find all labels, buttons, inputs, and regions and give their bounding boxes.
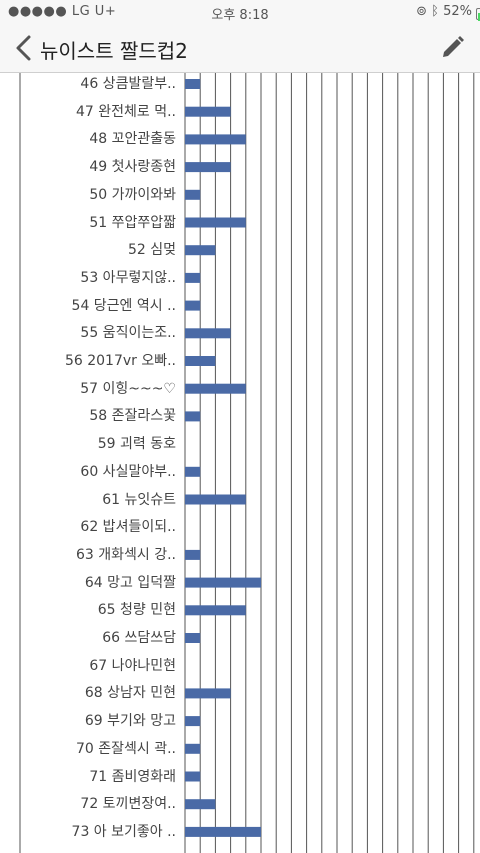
category-label: 52 심멎 <box>127 242 176 259</box>
category-label: 67 나야나민현 <box>89 657 176 674</box>
bar <box>185 826 261 837</box>
bar <box>185 605 246 616</box>
bar <box>185 771 201 782</box>
page-title: 뉴이스트 짤드컵2 <box>40 39 188 63</box>
status-right: ⊚ ᛒ 52% <box>416 4 480 21</box>
navigation-bar: 뉴이스트 짤드컵2 <box>0 24 480 73</box>
bar <box>185 466 201 477</box>
chart-canvas <box>19 73 475 853</box>
category-label: 61 뉴잇슈트 <box>102 491 176 508</box>
bar <box>185 411 201 422</box>
back-button[interactable] <box>12 32 36 64</box>
category-label: 46 상큼발랄부.. <box>80 76 176 92</box>
category-label: 59 괴력 동호 <box>97 436 176 453</box>
bar <box>185 633 201 643</box>
edit-button[interactable] <box>438 33 466 61</box>
bar <box>185 134 246 145</box>
battery-icon <box>476 8 480 21</box>
category-label: 54 당근엔 역시 .. <box>71 297 176 314</box>
category-label: 53 아무렇지않.. <box>80 269 176 286</box>
battery-percent: 52% <box>443 4 472 19</box>
bar <box>185 688 231 699</box>
status-bar: ●●●●● LG U+ 오후 8:18 ⊚ ᛒ 52% <box>0 0 480 24</box>
carrier-signal: ●●●●● LG U+ <box>8 4 117 19</box>
bar <box>185 300 201 311</box>
category-label: 47 완전체로 먹.. <box>75 103 176 120</box>
category-label: 51 쭈압쭈압짧 <box>89 214 176 231</box>
bluetooth-icon: ᛒ <box>431 4 439 19</box>
status-time: 오후 8:18 <box>211 8 269 23</box>
category-label: 73 아 보기좋아 .. <box>71 823 176 840</box>
category-label: 48 꼬안관출동 <box>89 131 176 148</box>
pencil-icon <box>443 36 464 57</box>
category-label: 65 청량 민현 <box>97 602 176 619</box>
bar <box>185 162 231 173</box>
bar <box>185 494 246 505</box>
category-label: 66 쓰담쓰담 <box>102 630 176 646</box>
category-label: 57 이힝~~~♡ <box>80 380 176 397</box>
category-label: 62 밥셔들이되.. <box>80 519 176 536</box>
battery-fill <box>478 13 480 21</box>
category-label: 55 움직이는조.. <box>80 325 176 342</box>
bar <box>185 799 216 810</box>
category-label: 49 첫사랑종현 <box>89 159 176 176</box>
category-label: 56 2017vr 오빠.. <box>64 353 176 369</box>
category-label: 69 부기와 망고 <box>84 713 176 730</box>
category-label: 60 사실말야부.. <box>80 463 176 480</box>
bar <box>185 217 246 228</box>
category-label: 63 개화섹시 강.. <box>75 546 176 563</box>
bar <box>185 328 231 339</box>
bar <box>185 245 216 256</box>
bar <box>185 79 201 89</box>
bar <box>185 549 201 560</box>
category-label: 50 가까이와봐 <box>89 186 176 203</box>
category-label: 72 토끼변장여.. <box>80 796 176 813</box>
bar <box>185 106 231 117</box>
category-label: 64 망고 입덕짤 <box>84 574 176 591</box>
chevron-left-icon <box>16 35 31 61</box>
bar <box>185 743 201 754</box>
bar <box>185 716 201 727</box>
bar <box>185 189 201 200</box>
category-label: 71 좀비영화래 <box>89 768 176 785</box>
category-label: 70 존잘섹시 곽.. <box>75 740 176 757</box>
bar <box>185 272 201 283</box>
bar-chart: 46 상큼발랄부.. 47 완전체로 먹.. 48 꼬안관출동 49 첫사랑종현 50 … <box>0 73 480 853</box>
bar <box>185 356 216 366</box>
category-label: 68 상남자 민현 <box>84 685 176 702</box>
alarm-icon: ⊚ <box>416 4 427 19</box>
category-label: 58 존잘라스꽃 <box>89 408 176 425</box>
bar <box>185 383 246 394</box>
bar <box>185 577 261 588</box>
